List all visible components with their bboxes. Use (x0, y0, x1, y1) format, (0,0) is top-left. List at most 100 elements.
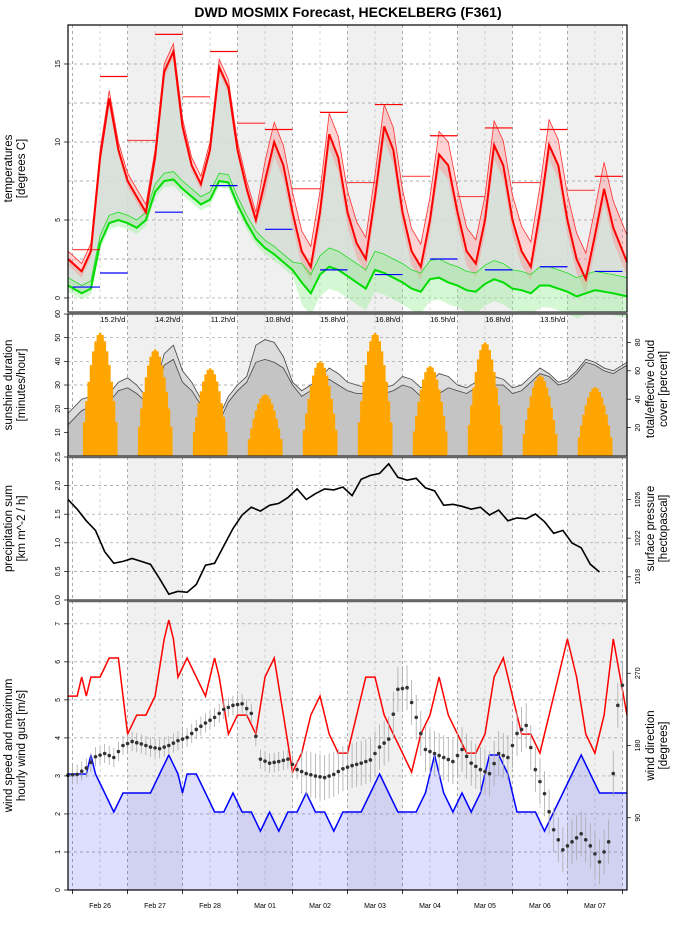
daylength-label: 16.5h/d (430, 315, 455, 324)
sunshine-bar (165, 391, 168, 456)
sunshine-bar (421, 379, 425, 456)
daylength-label: 15.2h/d (100, 315, 125, 324)
sunshine-bar (607, 425, 611, 456)
wind-direction-point (249, 711, 254, 716)
sunshine-bar (383, 365, 386, 456)
sunshine-bar (215, 381, 219, 456)
sunshine-bar (268, 398, 272, 456)
sunshine-bar (357, 422, 361, 456)
y2-tick-label: 60 (635, 367, 642, 375)
sunshine-bar (525, 420, 528, 456)
wind-direction-point (167, 743, 171, 748)
sunshine-bar (385, 381, 388, 456)
wind-direction-point (176, 738, 180, 743)
sunshine-bar (206, 369, 210, 456)
wind-direction-point (574, 836, 579, 840)
sunshine-bar (263, 394, 267, 456)
wind-direction-point (157, 746, 162, 751)
sunshine-bar (328, 386, 331, 456)
daylength-label: 15.8h/d (320, 315, 345, 324)
wind-direction-point (451, 759, 455, 764)
sunshine-bar (89, 365, 93, 456)
wind-direction-point (240, 701, 244, 706)
wind-direction-point (473, 764, 478, 769)
wind-axis-label: wind speed and maximum (3, 679, 15, 814)
wind-direction-point (350, 763, 354, 768)
y2-tick-label: 40 (635, 395, 642, 403)
sunshine-bar (158, 356, 162, 456)
y2-tick-label: 90 (635, 814, 642, 822)
wind-direction-point (254, 734, 258, 739)
wind-direction-point (336, 769, 341, 774)
y2-tick-label: 1022 (635, 530, 642, 546)
wind-direction-point (377, 745, 382, 749)
sunshine-bar (605, 414, 608, 456)
wind-direction-point (382, 741, 386, 745)
sunshine-bar (137, 426, 141, 456)
y-tick-label: 4 (55, 736, 62, 740)
sunshine-bar (479, 350, 482, 456)
sunshine-bar (309, 386, 313, 456)
sunshine-bar (279, 439, 283, 456)
y-tick-label: 20 (55, 405, 62, 413)
sunshine-bar (417, 401, 420, 456)
wind-direction-point (322, 775, 327, 780)
sunshine-bar (364, 365, 368, 456)
sunshine-bar (547, 396, 551, 456)
sunshine-bar (538, 375, 542, 456)
wind-direction-point (194, 727, 199, 732)
x-tick-label: Mar 03 (364, 903, 386, 910)
sunshine-bar (247, 439, 251, 456)
wind-direction-point (483, 769, 487, 774)
x-tick-label: Mar 04 (419, 903, 441, 910)
wind-direction-point (212, 715, 217, 720)
sunshine-bar (552, 420, 556, 456)
y-tick-label: 30 (55, 381, 62, 389)
wind-direction-point (130, 739, 134, 744)
sunshine-bar (593, 387, 597, 456)
sunshine-bar (470, 405, 473, 456)
sunshine-bar (483, 342, 487, 456)
sunshine-bar (522, 433, 526, 456)
sunshine-bar (387, 401, 391, 456)
wind-direction-point (144, 743, 148, 748)
y-tick-label: 2 (55, 812, 62, 816)
wind-direction-point (616, 703, 620, 708)
wind-direction-point (368, 758, 373, 762)
wind-direction-point (327, 774, 331, 778)
sunshine-bar (220, 403, 223, 456)
sunshine-bar (529, 396, 533, 456)
sunshine-bar (92, 351, 95, 456)
sunshine-bar (199, 391, 203, 456)
sunshine-bar (140, 408, 143, 456)
day-shading (127, 457, 183, 600)
wind-direction-point (112, 755, 116, 760)
sunshine-bar (488, 350, 491, 456)
sunshine-bar (534, 380, 537, 456)
sunshine-bar (440, 401, 443, 456)
sunshine-bar (85, 401, 88, 456)
sunshine-bar (497, 405, 501, 456)
y-tick-label: 0.5 (55, 566, 62, 576)
sunshine-bar (541, 376, 544, 456)
wind-direction-point (396, 687, 400, 692)
sunshine-bar (536, 376, 540, 456)
temp-dewpoint-band (68, 51, 627, 297)
y-tick-label: 40 (55, 357, 62, 365)
sunshine-bar (222, 416, 226, 456)
sunshine-bar (153, 349, 157, 456)
sunshine-bar (103, 341, 107, 456)
sunshine-bar (362, 381, 365, 456)
wind-direction-point (189, 731, 194, 736)
wind-direction-point (235, 702, 240, 707)
wind-direction-point (400, 686, 405, 691)
y-tick-label: 60 (55, 310, 62, 318)
x-tick-label: Feb 26 (89, 903, 111, 910)
sunshine-bar (378, 341, 382, 456)
sunshine-bar (112, 401, 116, 456)
sunshine-bar (94, 341, 97, 456)
wind-direction-point (510, 743, 515, 748)
wind-direction-point (313, 774, 318, 778)
sunshine-bar (476, 359, 480, 456)
